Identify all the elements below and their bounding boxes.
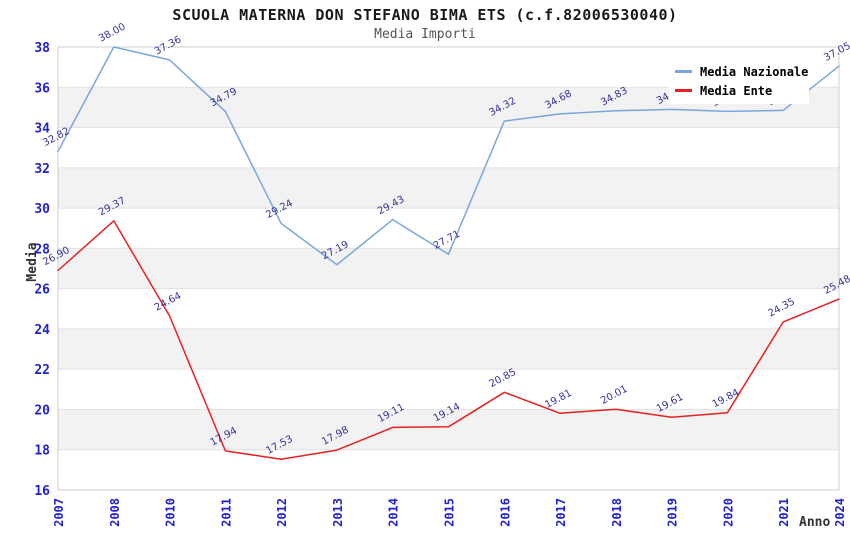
legend-label-media-ente: Media Ente [700, 83, 773, 98]
x-tick-label: 2018 [610, 498, 624, 527]
plot-band [58, 167, 839, 209]
series-line-ente [57, 220, 840, 460]
plot-band [58, 248, 839, 289]
x-tick-label: 2017 [554, 498, 568, 527]
x-tick-label: 2015 [443, 498, 457, 527]
x-tick-label: 2007 [52, 498, 66, 527]
y-tick-label: 18 [34, 444, 50, 459]
y-tick-label: 16 [34, 484, 50, 499]
y-axis-title: Media [25, 242, 40, 281]
x-tick-label: 2010 [164, 498, 178, 527]
plot-band [58, 328, 839, 370]
plot-border [57, 46, 840, 491]
x-tick-label: 2016 [498, 498, 512, 527]
y-tick-label: 32 [34, 162, 50, 177]
y-tick-label: 30 [34, 202, 50, 217]
x-tick-label: 2011 [219, 498, 233, 527]
plot-band [58, 208, 839, 249]
x-tick-label: 2024 [833, 498, 847, 527]
y-tick-label: 36 [34, 81, 50, 96]
x-tick-label: 2019 [666, 498, 680, 527]
x-tick-label: 2013 [331, 498, 345, 527]
x-tick-label: 2021 [777, 498, 791, 527]
legend-item-media-nazionale: Media Nazionale [675, 62, 809, 81]
x-tick-label: 2014 [387, 498, 401, 527]
legend: Media Nazionale Media Ente [669, 58, 809, 104]
y-tick-label: 20 [34, 403, 50, 418]
x-tick-label: 2020 [721, 498, 735, 527]
legend-line-sample-nazionale [675, 70, 692, 73]
y-tick-label: 22 [34, 363, 50, 378]
y-tick-label: 34 [34, 122, 50, 137]
y-tick-label: 28 [34, 242, 50, 257]
legend-item-media-ente: Media Ente [675, 81, 809, 100]
legend-line-sample-ente [675, 89, 692, 92]
chart-title: SCUOLA MATERNA DON STEFANO BIMA ETS (c.f… [172, 6, 678, 24]
plot-band [58, 369, 839, 410]
legend-label-media-nazionale: Media Nazionale [700, 64, 809, 79]
x-axis-title: Anno [799, 515, 830, 530]
chart-subtitle: Media Importi [374, 27, 476, 42]
x-tick-label: 2012 [275, 498, 289, 527]
plot-band [58, 288, 839, 329]
series-line-nazionale [57, 46, 840, 266]
y-tick-label: 24 [34, 323, 50, 338]
y-tick-label: 26 [34, 283, 50, 298]
plot-band [58, 409, 839, 450]
y-tick-label: 38 [34, 41, 50, 56]
plot-band [58, 449, 839, 490]
x-tick-label: 2008 [108, 498, 122, 527]
plot-band [58, 127, 839, 168]
